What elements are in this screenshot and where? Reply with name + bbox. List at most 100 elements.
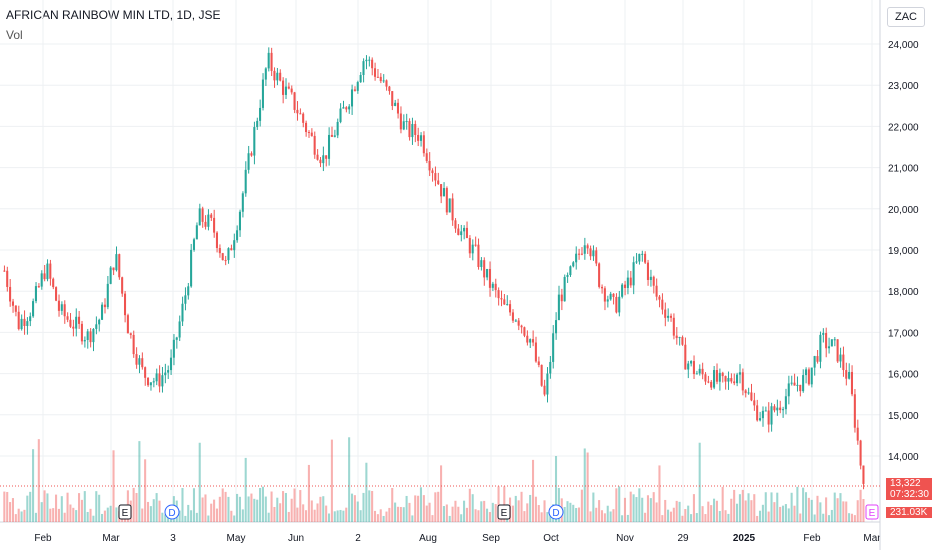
volume-bar (201, 497, 204, 522)
volume-bar (733, 489, 736, 522)
candle-body (701, 368, 704, 375)
earnings-marker[interactable] (865, 504, 879, 520)
earnings-marker[interactable] (497, 504, 511, 520)
chart-header: AFRICAN RAINBOW MIN LTD, 1D, JSE Vol (6, 8, 220, 42)
volume-bar (218, 496, 221, 522)
candle-body (856, 427, 859, 441)
candle-body (577, 253, 581, 255)
volume-bar (379, 509, 382, 522)
volume-bar (29, 491, 32, 522)
candle-body (313, 135, 316, 155)
candle-body (483, 260, 486, 278)
candle-body (57, 300, 60, 311)
candle-body (190, 249, 193, 287)
volume-bar (730, 498, 733, 522)
volume-bar (43, 490, 46, 522)
candle-body (204, 221, 207, 227)
candle-body (52, 278, 55, 288)
candle-body (488, 268, 491, 288)
candle-body (658, 296, 661, 300)
candle-body (575, 253, 578, 263)
volume-bar (520, 491, 523, 522)
event-label: D (168, 508, 175, 519)
candle-body (210, 214, 213, 218)
candle-body (761, 410, 764, 419)
volume-bar (491, 502, 494, 522)
dividend-marker[interactable] (164, 504, 180, 520)
candle-body (540, 364, 543, 386)
volume-bar (779, 506, 782, 522)
candle-body (710, 381, 713, 388)
candle-body (853, 394, 856, 428)
currency-button[interactable]: ZAC (887, 7, 925, 27)
volume-bar (822, 513, 825, 522)
candle-body (9, 286, 12, 302)
volume-bar (78, 493, 81, 522)
candle-body (322, 155, 325, 164)
candle-body (305, 122, 308, 133)
volume-bar (736, 503, 739, 522)
volume-bar (146, 501, 150, 522)
volume-bar (368, 490, 371, 522)
candle-body (417, 134, 420, 141)
x-tick-label: Aug (419, 533, 437, 544)
candle-body (92, 328, 95, 343)
volume-bar (66, 492, 69, 522)
candle-body (198, 208, 201, 226)
volume-bar (727, 513, 730, 522)
x-tick-label: Feb (34, 533, 52, 544)
candle-body (451, 198, 454, 221)
candle-body (592, 250, 595, 257)
volume-bar (572, 504, 575, 522)
candle-body (799, 384, 802, 392)
volume-bar (411, 515, 414, 522)
candle-body (408, 121, 411, 138)
volume-bar (543, 500, 546, 522)
volume-bar (753, 494, 756, 522)
volume-bar (95, 491, 98, 522)
candle-body (445, 188, 448, 213)
y-tick-label: 16,000 (888, 370, 919, 381)
y-tick-label: 14,000 (888, 452, 919, 463)
candle-body (126, 315, 129, 334)
candle-body (276, 72, 279, 81)
candle-body (733, 381, 736, 384)
candle-body (411, 123, 414, 138)
volume-bar (609, 511, 612, 522)
volume-bar (382, 515, 385, 522)
candle-body (152, 381, 155, 383)
candle-body (684, 344, 687, 370)
candle-body (503, 299, 506, 305)
candle-body (804, 369, 808, 376)
volume-bar (692, 494, 695, 522)
candle-body (566, 275, 569, 277)
volume-bar (494, 504, 497, 522)
volume-bar (440, 465, 443, 522)
candle-body (600, 286, 604, 289)
candle-body (511, 312, 514, 321)
volume-bar (531, 459, 535, 522)
candle-body (859, 440, 862, 466)
volume-bar (707, 501, 710, 522)
candle-body (330, 134, 333, 137)
candle-body (537, 361, 540, 365)
volume-bar (701, 506, 704, 522)
candle-body (256, 120, 259, 128)
volume-bar (371, 490, 374, 522)
candle-body (767, 410, 770, 425)
candle-body (586, 245, 589, 249)
candle-body (440, 184, 443, 197)
volume-bar (523, 511, 526, 522)
dividend-marker[interactable] (548, 504, 564, 520)
candle-body (78, 316, 81, 324)
candle-body (241, 193, 244, 212)
volume-bar (488, 512, 491, 522)
candle-body (103, 304, 106, 308)
candle-body (66, 316, 69, 320)
candle-body (781, 409, 785, 411)
earnings-marker[interactable] (118, 504, 132, 520)
candle-body (336, 121, 339, 136)
candle-body (672, 317, 675, 336)
volume-bar (359, 510, 362, 522)
